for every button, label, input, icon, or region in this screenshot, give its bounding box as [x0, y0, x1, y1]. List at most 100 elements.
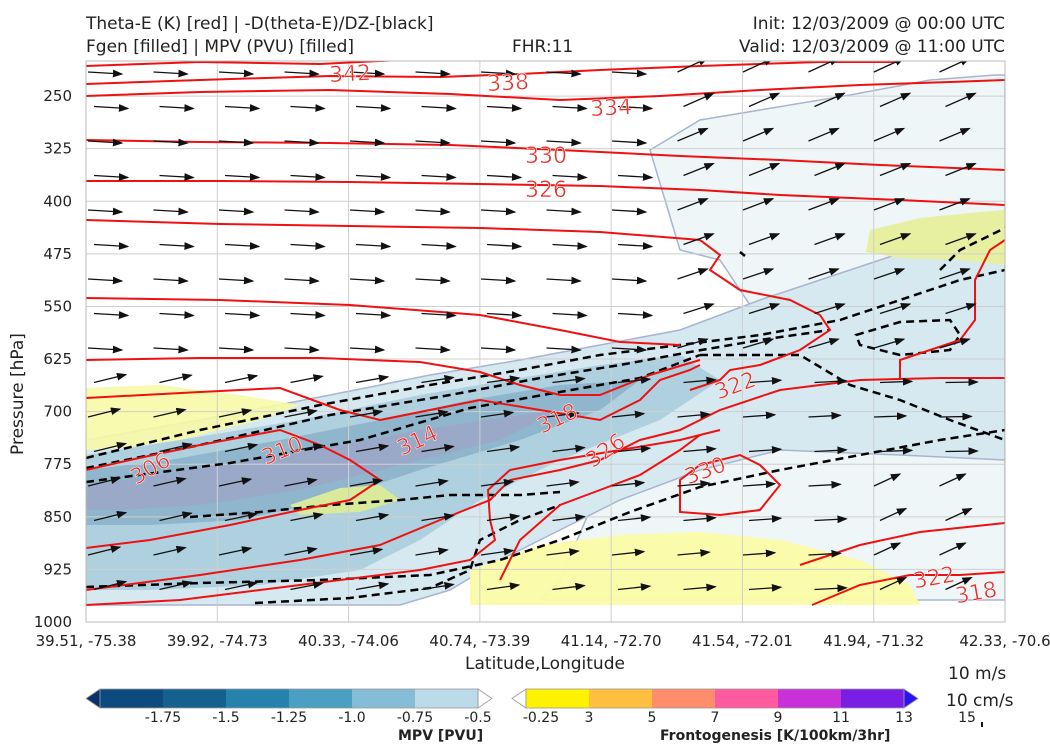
- wind-vector: [421, 242, 457, 250]
- wind-vector: [93, 441, 128, 453]
- wind-vector: [748, 377, 783, 385]
- y-tick-label: 1000: [34, 613, 72, 631]
- wind-vector: [677, 268, 709, 280]
- wind-vector: [87, 476, 122, 487]
- wind-vector: [153, 276, 189, 285]
- wind-vector: [683, 514, 717, 523]
- wind-vector: [290, 242, 326, 250]
- wind-vector: [486, 311, 523, 319]
- wind-vector: [486, 444, 521, 453]
- wind-vector: [153, 545, 187, 556]
- wind-vector: [814, 162, 846, 177]
- colorbar-swatch: [415, 689, 479, 708]
- wind-vector: [808, 198, 840, 211]
- wind-vector: [552, 582, 586, 591]
- wind-vector: [546, 69, 582, 78]
- theta-e-label: 326: [525, 178, 567, 203]
- title-line-2: Fgen [filled] | MPV (PVU) [filled]: [86, 37, 355, 57]
- theta-e-label: 338: [486, 70, 529, 97]
- wind-vector: [87, 545, 122, 556]
- colorbar-swatch: [778, 689, 842, 708]
- wind-vector: [611, 410, 646, 419]
- wind-vector: [480, 138, 517, 147]
- wind-vector: [939, 61, 971, 73]
- wind-vector: [808, 549, 842, 558]
- colorbar-swatch: [352, 689, 416, 708]
- wind-vector: [153, 138, 189, 147]
- wind-vector: [290, 374, 324, 384]
- wind-vector: [617, 514, 652, 522]
- wind-vector: [814, 377, 848, 386]
- wind-vector: [284, 477, 318, 487]
- wind-vector: [617, 583, 652, 591]
- wind-vector: [945, 303, 977, 315]
- wind-vector: [683, 583, 717, 592]
- wind-vector: [611, 69, 648, 78]
- wind-vector: [486, 375, 521, 384]
- wind-vector: [159, 373, 193, 384]
- wind-vector: [93, 579, 128, 591]
- wind-vector: [159, 104, 195, 112]
- wind-vector: [677, 337, 709, 349]
- wind-vector: [742, 268, 775, 280]
- colorbar-tick: 3: [585, 710, 594, 726]
- colorbar-tick: 5: [648, 710, 657, 726]
- wind-vector: [218, 408, 253, 418]
- wind-vector: [939, 198, 971, 211]
- wind-vector: [879, 507, 908, 522]
- wind-vector: [349, 409, 384, 418]
- wind-vector: [945, 162, 977, 177]
- wind-vector: [617, 242, 654, 250]
- fgen-colorbar-label: Frontogenesis [K/100km/3hr]: [660, 728, 891, 744]
- wind-vector: [218, 138, 255, 147]
- theta-e-label: 330: [525, 144, 567, 169]
- wind-vector: [617, 104, 654, 112]
- wind-vector: [224, 311, 261, 319]
- wind-vector: [486, 173, 523, 181]
- x-tick-label: 42.33, -70.6: [959, 632, 1050, 650]
- wind-vector: [284, 546, 318, 556]
- wind-vector: [93, 311, 130, 319]
- wind-vector: [814, 303, 846, 315]
- wind-vector: [153, 207, 189, 216]
- wind-vector: [945, 576, 973, 591]
- wind-vector: [486, 582, 521, 591]
- wind-vector: [677, 127, 709, 142]
- wind-vector: [617, 173, 654, 181]
- wind-vector: [546, 479, 580, 488]
- wind-vector: [224, 373, 259, 384]
- colorbar-swatch: [652, 689, 716, 708]
- wind-vector: [480, 478, 515, 487]
- wind-vector: [879, 92, 912, 108]
- wind-vector: [349, 207, 386, 216]
- colorbar-tick: 13: [895, 710, 913, 726]
- wind-vector: [480, 345, 517, 354]
- theta-e-label: 342: [328, 61, 371, 88]
- wind-vector: [415, 276, 451, 285]
- mpv-colorbar-label: MPV [PVU]: [398, 728, 484, 744]
- wind-vector: [224, 173, 261, 181]
- wind-vector: [218, 546, 253, 556]
- wind-vector: [415, 69, 451, 78]
- wind-vector: [748, 515, 783, 523]
- wind-vector: [939, 127, 971, 142]
- wind-vector: [415, 478, 449, 487]
- wind-vector: [808, 337, 840, 349]
- wind-vector: [349, 345, 386, 354]
- wind-vector: [87, 69, 124, 78]
- wind-vector: [87, 276, 124, 285]
- wind-vector: [552, 375, 586, 384]
- wind-vector: [677, 411, 711, 419]
- x-tick-label: 39.92, -74.73: [167, 632, 268, 650]
- wind-vector: [879, 233, 912, 246]
- wind-vector: [748, 162, 781, 177]
- wind-vector: [677, 61, 709, 73]
- wind-vector: [153, 69, 189, 78]
- wind-vector: [284, 69, 320, 78]
- wind-vector: [677, 480, 711, 488]
- wind-vector: [873, 198, 906, 211]
- y-tick-label: 325: [43, 140, 72, 158]
- wind-vector: [546, 276, 582, 285]
- wind-vector: [879, 303, 912, 315]
- wind-vector: [290, 173, 326, 181]
